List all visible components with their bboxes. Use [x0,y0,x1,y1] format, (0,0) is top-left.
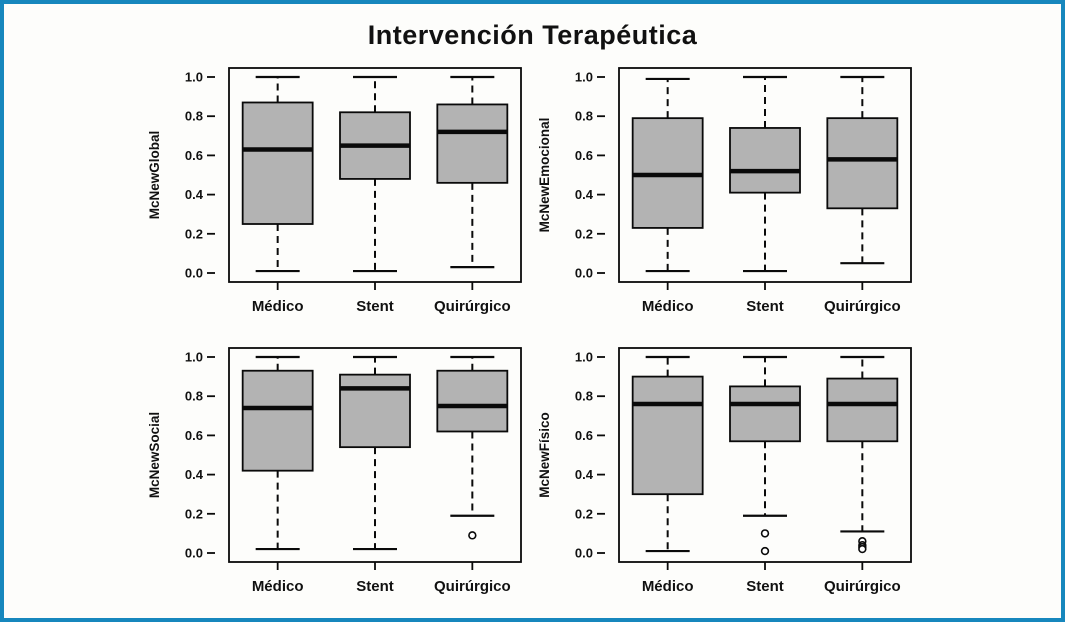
y-tick-label: 0.4 [184,467,203,482]
y-tick-label: 0.0 [184,266,202,281]
iqr-box [241,101,314,225]
y-tick-label: 0.6 [574,428,592,443]
outlier-point [760,546,769,556]
y-tick-label: 0.4 [574,187,593,202]
y-tick-label: 0.8 [184,389,202,404]
y-tick-label: 1.0 [184,350,202,365]
y-axis-label: McNewFísico [537,412,552,498]
y-tick-label: 1.0 [184,70,202,85]
category-label: Quirúrgico [433,578,510,595]
y-tick-label: 1.0 [574,350,592,365]
y-tick-label: 0.8 [574,109,592,124]
y-axis-label: McNewGlobal [147,131,162,220]
y-tick-label: 0.0 [184,546,202,561]
iqr-box [435,369,508,433]
boxplot-panel-mcnewsocial: 0.0 0.2 0.4 0.6 0.8 1.0 McNewSocial Médico Stent… [147,347,522,595]
y-tick-label: 0.4 [184,187,203,202]
category-label: Stent [356,298,394,315]
category-label: Médico [641,578,693,595]
boxplot-panel-mcnewfisico: 0.0 0.2 0.4 0.6 0.8 1.0 McNewFísico Médico Stent… [537,347,912,595]
iqr-box [435,103,508,184]
outlier-point [467,531,477,540]
iqr-box [728,127,801,194]
iqr-box [825,377,898,443]
iqr-box [631,375,704,496]
category-label: Stent [746,298,784,315]
outlier-point [857,544,867,554]
category-label: Quirúrgico [823,298,900,315]
y-tick-label: 0.6 [574,148,592,163]
iqr-box [338,373,411,449]
iqr-box [728,385,801,443]
y-tick-label: 0.0 [574,266,592,281]
y-tick-label: 0.4 [574,467,593,482]
iqr-box [241,369,314,472]
y-tick-label: 0.2 [574,506,592,521]
boxplot-panel-mcnewemocional: 0.0 0.2 0.4 0.6 0.8 1.0 McNewEmocional Médico St… [537,67,912,315]
y-axis-label: McNewEmocional [537,118,552,233]
category-label: Quirúrgico [433,298,510,315]
y-tick-label: 0.8 [574,389,592,404]
category-label: Médico [641,298,693,315]
y-tick-label: 0.0 [574,546,592,561]
category-label: Stent [356,578,394,595]
boxplot-grid: 0.0 0.2 0.4 0.6 0.8 1.0 McNewGlobal Médico Stent… [143,54,923,614]
outlier-point [760,529,769,538]
y-tick-label: 0.8 [184,109,202,124]
boxplot-panel-mcnewglobal: 0.0 0.2 0.4 0.6 0.8 1.0 McNewGlobal Médico Stent… [147,67,522,315]
iqr-box [825,117,898,210]
y-tick-label: 0.2 [184,506,202,521]
category-label: Médico [251,578,303,595]
y-tick-label: 0.2 [184,226,202,241]
y-axis-label: McNewSocial [147,412,162,498]
chart-title: Intervención Terapéutica [367,20,698,50]
y-tick-label: 0.6 [184,428,202,443]
category-label: Stent [746,578,784,595]
y-tick-label: 0.2 [574,226,592,241]
category-label: Médico [251,298,303,315]
category-label: Quirúrgico [823,578,900,595]
y-tick-label: 1.0 [574,70,592,85]
y-tick-label: 0.6 [184,148,202,163]
